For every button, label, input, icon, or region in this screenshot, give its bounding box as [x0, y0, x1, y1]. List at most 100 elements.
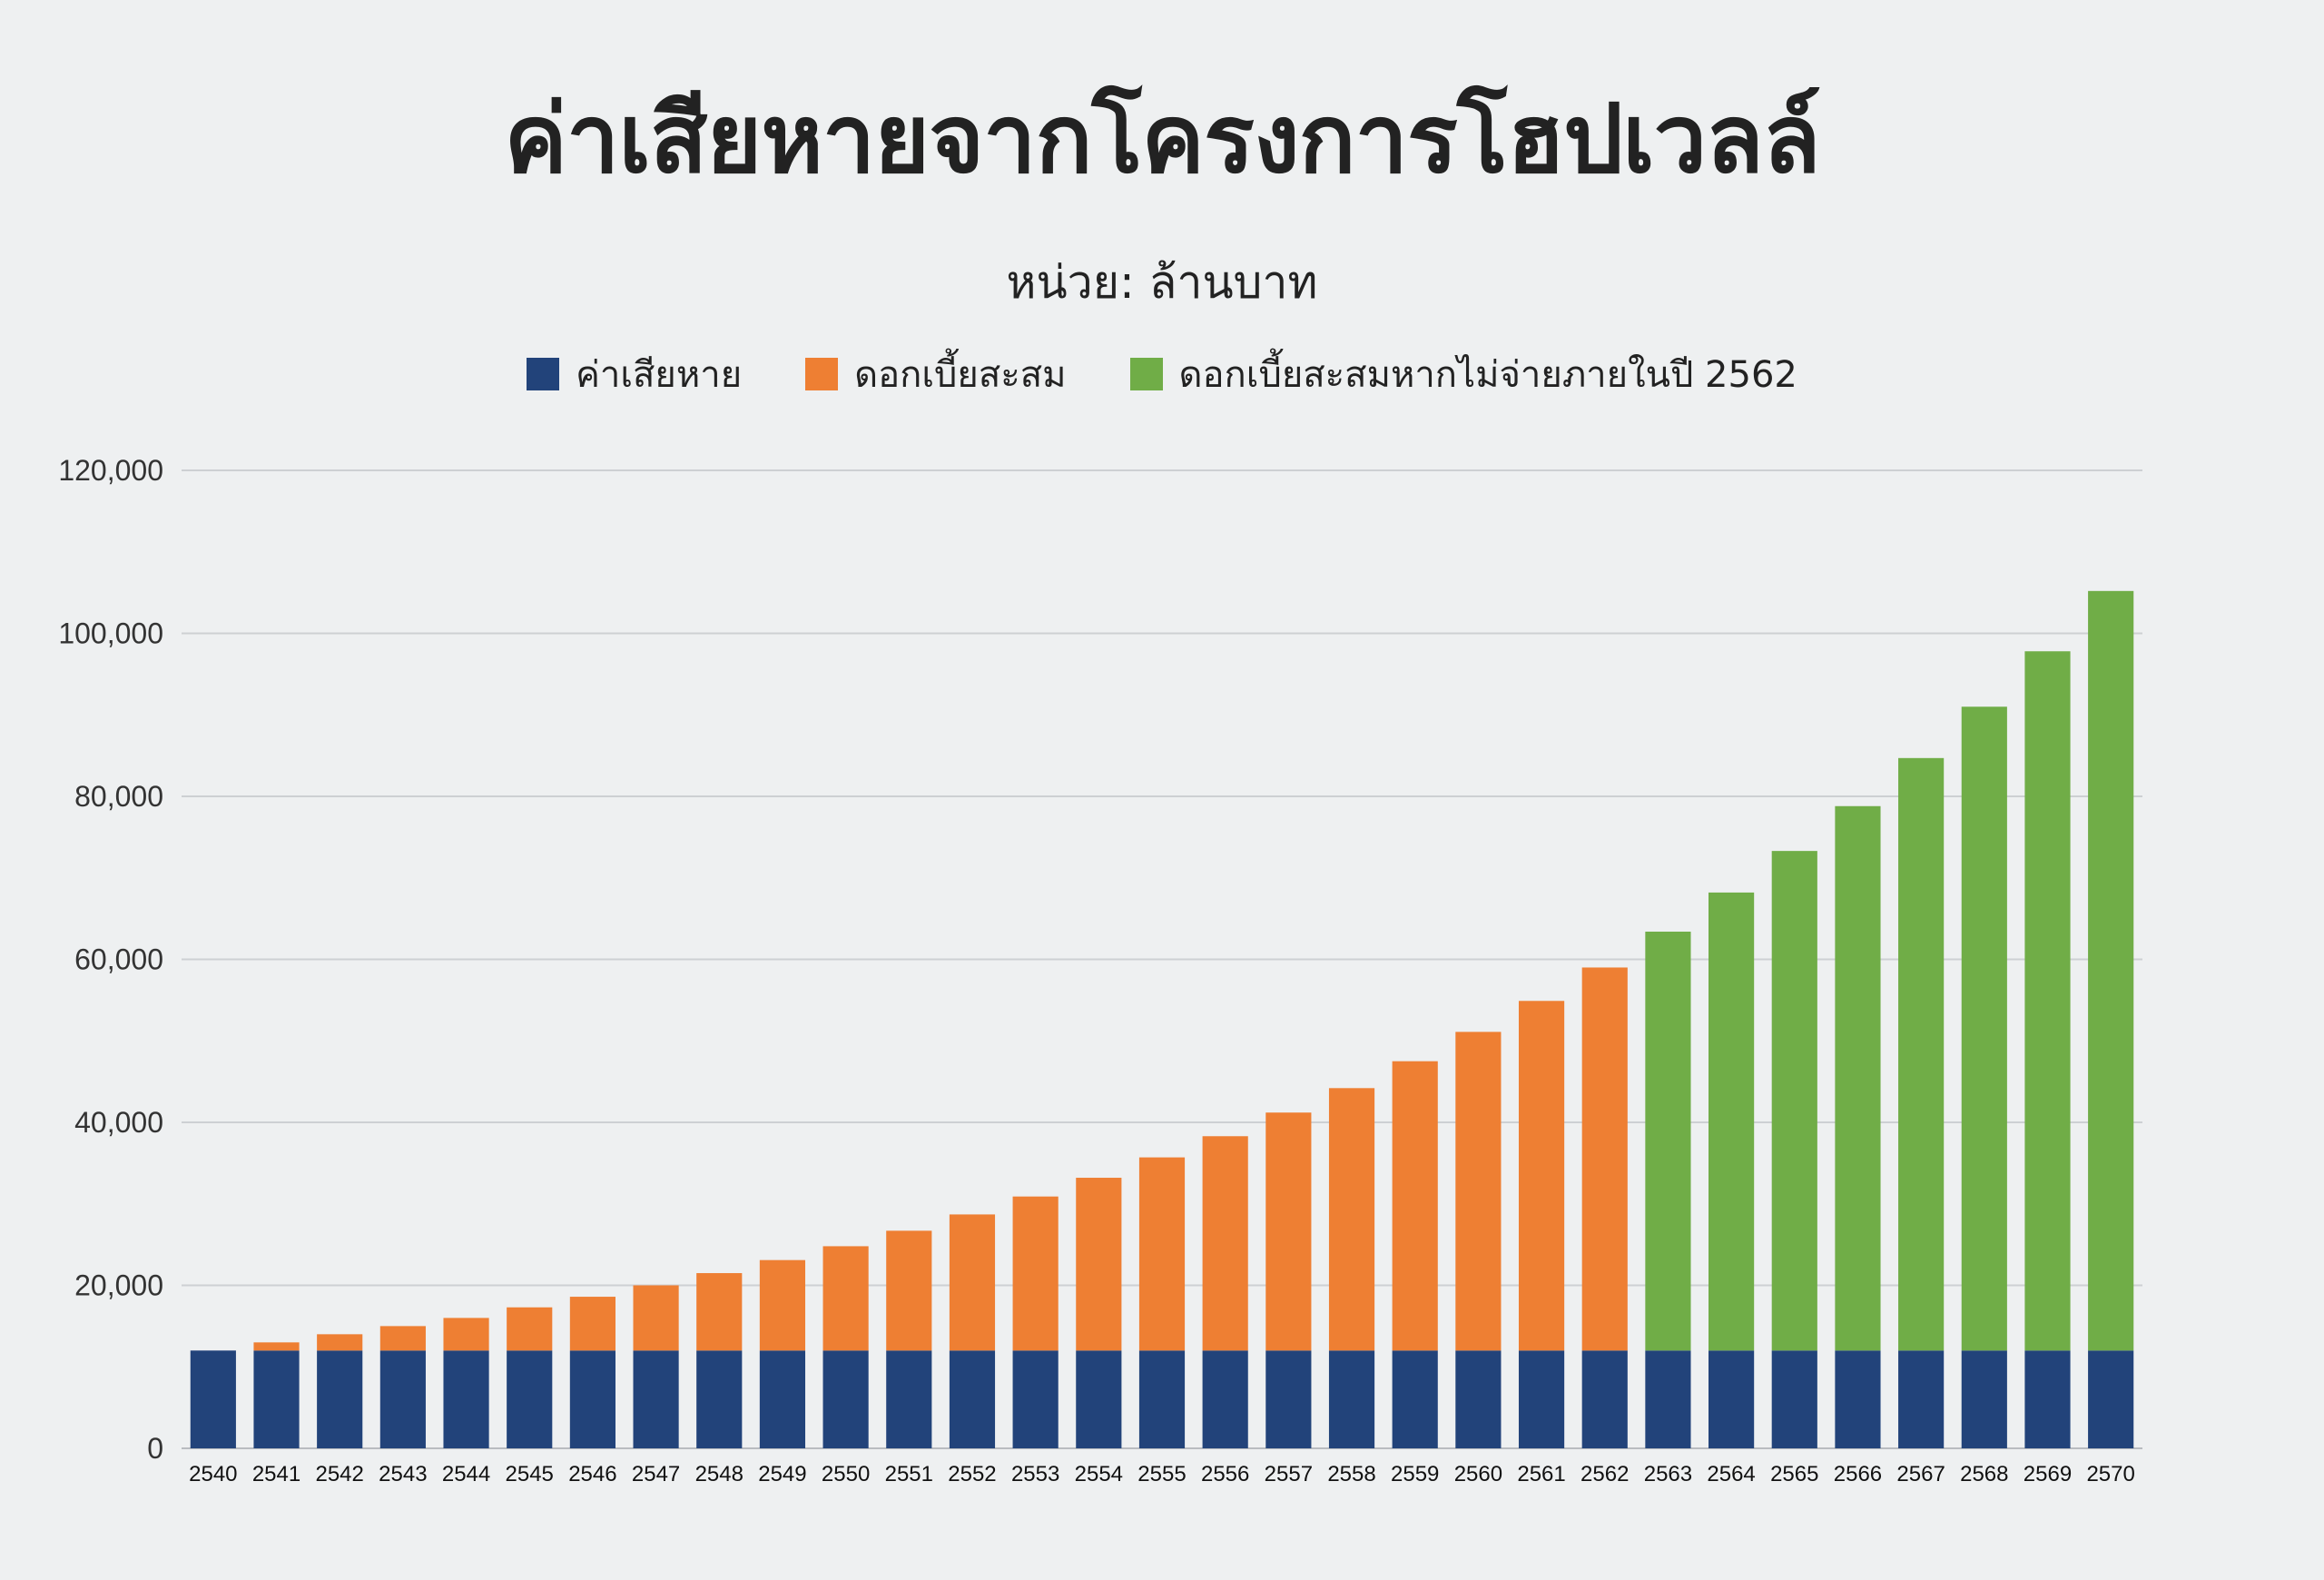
bar-segment-1: [253, 1342, 300, 1351]
bar-segment-1: [1076, 1178, 1122, 1351]
bar-segment-0: [1898, 1350, 1945, 1448]
legend: ค่าเสียหาย ดอกเบี้ยสะสม ดอกเบี้ยสะสมหากไ…: [0, 345, 2324, 403]
bar-segment-1: [949, 1214, 996, 1351]
x-tick-label: 2564: [1707, 1462, 1755, 1486]
bar-segment-0: [443, 1350, 489, 1448]
legend-item-projected-interest: ดอกเบี้ยสะสมหากไม่จ่ายภายในปี 2562: [1129, 345, 1797, 403]
x-tick-label: 2547: [632, 1462, 680, 1486]
x-tick-label: 2554: [1075, 1462, 1123, 1486]
bar-segment-2: [1771, 851, 1817, 1351]
bar-segment-1: [379, 1326, 426, 1351]
bar-segment-2: [2088, 590, 2134, 1351]
y-tick-label: 120,000: [58, 454, 163, 487]
x-tick-label: 2553: [1011, 1462, 1059, 1486]
x-tick-label: 2555: [1137, 1462, 1186, 1486]
x-tick-label: 2549: [758, 1462, 806, 1486]
bar-segment-0: [696, 1350, 743, 1448]
bar-segment-1: [1202, 1136, 1248, 1351]
legend-item-interest: ดอกเบี้ยสะสม: [805, 345, 1067, 403]
bar-segment-0: [1202, 1350, 1248, 1448]
bar-segment-1: [633, 1285, 679, 1351]
y-tick-label: 40,000: [74, 1106, 163, 1139]
bar-segment-0: [1581, 1350, 1628, 1448]
x-tick-label: 2550: [822, 1462, 870, 1486]
bar-segment-0: [633, 1350, 679, 1448]
bar-segment-1: [317, 1334, 363, 1351]
bar-segment-2: [1835, 805, 1881, 1351]
x-tick-label: 2567: [1896, 1462, 1945, 1486]
bar-segment-1: [507, 1307, 553, 1351]
x-tick-label: 2546: [568, 1462, 616, 1486]
bar-segment-2: [2024, 651, 2071, 1351]
bar-segment-0: [253, 1350, 300, 1448]
bar-segment-0: [1518, 1350, 1565, 1448]
bar-segment-0: [317, 1350, 363, 1448]
bar-segment-0: [949, 1350, 996, 1448]
x-tick-label: 2559: [1391, 1462, 1439, 1486]
x-tick-label: 2552: [948, 1462, 996, 1486]
bar-segment-0: [379, 1350, 426, 1448]
bar-segment-1: [886, 1230, 932, 1351]
bar-segment-1: [1581, 967, 1628, 1351]
y-tick-label: 60,000: [74, 943, 163, 976]
x-tick-label: 2540: [189, 1462, 237, 1486]
bar-segment-0: [569, 1350, 615, 1448]
legend-label-projected-interest: ดอกเบี้ยสะสมหากไม่จ่ายภายในปี 2562: [1178, 354, 1797, 396]
bar-segment-2: [1645, 931, 1691, 1351]
bar-segment-0: [2024, 1350, 2071, 1448]
legend-swatch-interest: [805, 358, 839, 390]
x-tick-label: 2556: [1201, 1462, 1249, 1486]
x-tick-label: 2568: [1960, 1462, 2008, 1486]
bar-segment-0: [1138, 1350, 1186, 1448]
bar-segment-0: [1771, 1350, 1817, 1448]
bar-segment-0: [886, 1350, 932, 1448]
bar-segment-1: [1265, 1112, 1312, 1351]
x-tick-label: 2562: [1581, 1462, 1629, 1486]
bar-segment-0: [1265, 1350, 1312, 1448]
x-tick-label: 2557: [1265, 1462, 1313, 1486]
legend-label-interest: ดอกเบี้ยสะสม: [854, 354, 1067, 396]
bar-segment-1: [1392, 1061, 1438, 1351]
x-tick-label: 2542: [315, 1462, 363, 1486]
x-tick-label: 2545: [506, 1462, 554, 1486]
chart-subtitle: หน่วย: ล้านบาท: [1006, 256, 1318, 309]
bar-segment-1: [1012, 1196, 1059, 1351]
bar-segment-0: [822, 1350, 869, 1448]
legend-swatch-projected-interest: [1129, 358, 1163, 390]
x-tick-label: 2566: [1834, 1462, 1882, 1486]
legend-swatch-damage: [527, 358, 560, 390]
bar-segment-0: [1645, 1350, 1691, 1448]
x-tick-label: 2560: [1454, 1462, 1502, 1486]
bar-segment-1: [696, 1273, 743, 1351]
bar-segment-0: [1835, 1350, 1881, 1448]
bar-segment-0: [1012, 1350, 1059, 1448]
legend-label-damage: ค่าเสียหาย: [576, 354, 743, 396]
bar-segment-2: [1709, 892, 1755, 1351]
bar-segment-0: [2088, 1350, 2134, 1448]
bar-segment-0: [1455, 1350, 1502, 1448]
bar-segment-0: [1709, 1350, 1755, 1448]
bar-segment-0: [1392, 1350, 1438, 1448]
y-tick-label: 100,000: [58, 617, 163, 650]
bar-segment-0: [190, 1350, 236, 1448]
x-tick-label: 2543: [379, 1462, 427, 1486]
bar-segment-1: [1518, 1001, 1565, 1351]
bar-segment-1: [1138, 1157, 1186, 1351]
x-tick-label: 2565: [1770, 1462, 1818, 1486]
x-tick-label: 2548: [695, 1462, 743, 1486]
bar-segment-1: [569, 1297, 615, 1351]
x-tick-label: 2541: [252, 1462, 300, 1486]
bar-segment-0: [1961, 1350, 2007, 1448]
bar-segment-0: [1328, 1350, 1375, 1448]
x-tick-label: 2544: [442, 1462, 490, 1486]
x-tick-label: 2569: [2024, 1462, 2072, 1486]
x-tick-label: 2563: [1644, 1462, 1692, 1486]
bar-segment-0: [1076, 1350, 1122, 1448]
x-tick-label: 2561: [1517, 1462, 1565, 1486]
bar-segment-1: [1328, 1088, 1375, 1351]
bar-segment-1: [759, 1259, 806, 1351]
y-tick-label: 0: [147, 1432, 163, 1465]
bar-segment-1: [443, 1318, 489, 1351]
